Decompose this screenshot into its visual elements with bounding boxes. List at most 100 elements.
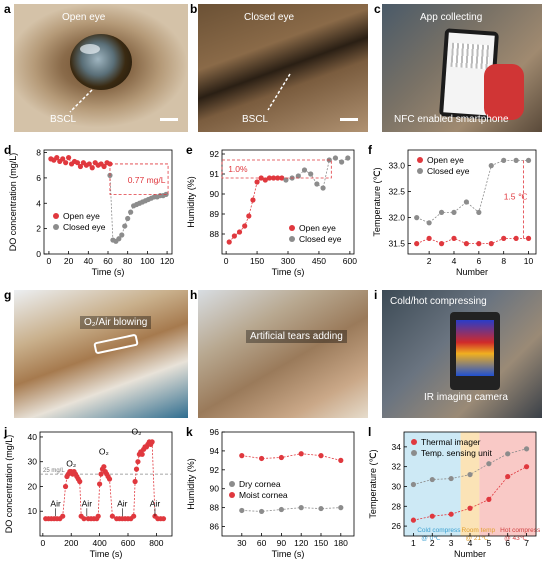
data-point	[149, 439, 155, 445]
cycle-label-2: Air	[82, 498, 93, 508]
data-point	[410, 517, 417, 523]
data-point	[133, 466, 140, 472]
data-point	[318, 505, 324, 512]
legend-label-0: Dry cornea	[239, 479, 281, 489]
x-tick-label: 90	[277, 538, 287, 548]
caption-ir-camera: IR imaging camera	[424, 392, 508, 403]
chart-humidity-cornea: k 30 60 90 120 150 180 86 88 90 92 94 96 Time (s) Humi…	[186, 425, 355, 559]
legend-label-0: Open eye	[63, 211, 100, 221]
legend-marker-1	[417, 168, 423, 174]
caption-nfc-smartphone: NFC enabled smartphone	[394, 114, 509, 125]
caption-cold-hot: Cold/hot compressing	[390, 296, 487, 307]
legend-label-1: Closed eye	[299, 234, 342, 244]
data-point	[345, 155, 351, 161]
data-point	[301, 167, 308, 173]
data-point	[98, 471, 104, 477]
x-tick-label: 60	[103, 256, 113, 266]
y-tick-label: 31.5	[388, 239, 405, 249]
data-point	[77, 478, 83, 485]
x-tick-label: 0	[47, 256, 52, 266]
data-point	[119, 232, 125, 238]
panel-label-k: k	[186, 425, 193, 439]
y-tick-label: 10	[28, 506, 38, 516]
series-line-1	[109, 175, 167, 242]
caption-open-eye: Open eye	[62, 12, 106, 23]
x-tick-label: 450	[312, 256, 326, 266]
caption-app-collecting: App collecting	[420, 12, 483, 23]
data-point	[448, 475, 454, 482]
x-tick-label: 60	[257, 538, 267, 548]
y-tick-label: 28	[392, 501, 402, 511]
data-point	[262, 177, 268, 183]
y-tick-label: 20	[28, 481, 38, 491]
legend-marker-1	[411, 450, 417, 456]
data-point	[101, 464, 107, 470]
x-tick-label: 2	[427, 256, 432, 266]
data-point	[426, 235, 432, 241]
data-point	[95, 513, 101, 519]
data-point	[86, 161, 92, 167]
data-point	[231, 233, 237, 239]
data-point	[125, 215, 131, 222]
panel-label-a: a	[4, 2, 11, 16]
x-tick-label: 6	[476, 256, 481, 266]
x-tick-label: 10	[524, 256, 534, 266]
data-point	[505, 473, 511, 480]
y-tick-label: 40	[28, 432, 38, 442]
x-tick-label: 4	[452, 256, 457, 266]
x-tick-label: 4	[468, 538, 473, 548]
data-point	[339, 159, 345, 165]
panel-label-h: h	[190, 288, 198, 302]
legend-marker-0	[289, 225, 295, 231]
x-tick-label: 300	[281, 256, 295, 266]
data-point	[63, 160, 69, 166]
region-sub-1: @ 21℃	[466, 535, 490, 542]
y-tick-label: 90	[210, 189, 220, 199]
data-point	[101, 163, 107, 170]
data-point	[116, 236, 122, 242]
caption-o2-air-blowing: O₂/Air blowing	[80, 316, 152, 329]
data-point	[463, 241, 470, 247]
panel-label-c: c	[374, 2, 381, 16]
y-tick-label: 32	[392, 462, 402, 472]
legend-label-1: Moist cornea	[239, 490, 288, 500]
data-point	[463, 199, 470, 205]
y-tick-label: 32.0	[388, 213, 405, 223]
x-tick-label: 20	[64, 256, 74, 266]
annotation-label: 0.77 mg/L	[128, 175, 166, 185]
x-tick-label: 8	[501, 256, 506, 266]
data-point	[501, 235, 507, 241]
data-point	[414, 241, 420, 247]
data-point	[97, 481, 103, 487]
panel-label-i: i	[374, 288, 378, 302]
y-tick-label: 0	[36, 249, 41, 259]
x-tick-label: 120	[160, 256, 174, 266]
data-point	[314, 181, 320, 187]
data-point	[486, 496, 492, 502]
y-tick-label: 90	[210, 484, 220, 494]
data-point	[320, 185, 326, 191]
cycle-label-4: Air	[117, 498, 128, 508]
cycle-label-6: Air	[150, 498, 161, 508]
data-point	[429, 476, 435, 483]
panel-label-e: e	[186, 143, 193, 157]
data-point	[308, 171, 314, 177]
data-point	[448, 511, 454, 517]
data-point	[318, 453, 324, 459]
y-tick-label: 4	[36, 198, 41, 208]
chart-temperature-compress: l Cold compress@ 0℃ Room temp@ 21℃ Hot comp…	[368, 425, 541, 559]
x-tick-label: 120	[294, 538, 308, 548]
x-axis-label: Number	[454, 549, 486, 559]
y-axis-label: Humidity (%)	[186, 176, 196, 228]
x-tick-label: 600	[343, 256, 357, 266]
data-point	[259, 508, 265, 515]
caption-closed-eye: Closed eye	[244, 12, 295, 23]
panel-label-d: d	[4, 143, 11, 157]
y-tick-label: 33.0	[388, 161, 405, 171]
x-tick-label: 100	[140, 256, 154, 266]
data-point	[414, 215, 420, 221]
annotation-label: 1.5 ℃	[504, 191, 528, 201]
pointer-bscl-b: BSCL	[242, 114, 269, 125]
data-point	[122, 223, 128, 229]
data-point	[486, 461, 492, 467]
